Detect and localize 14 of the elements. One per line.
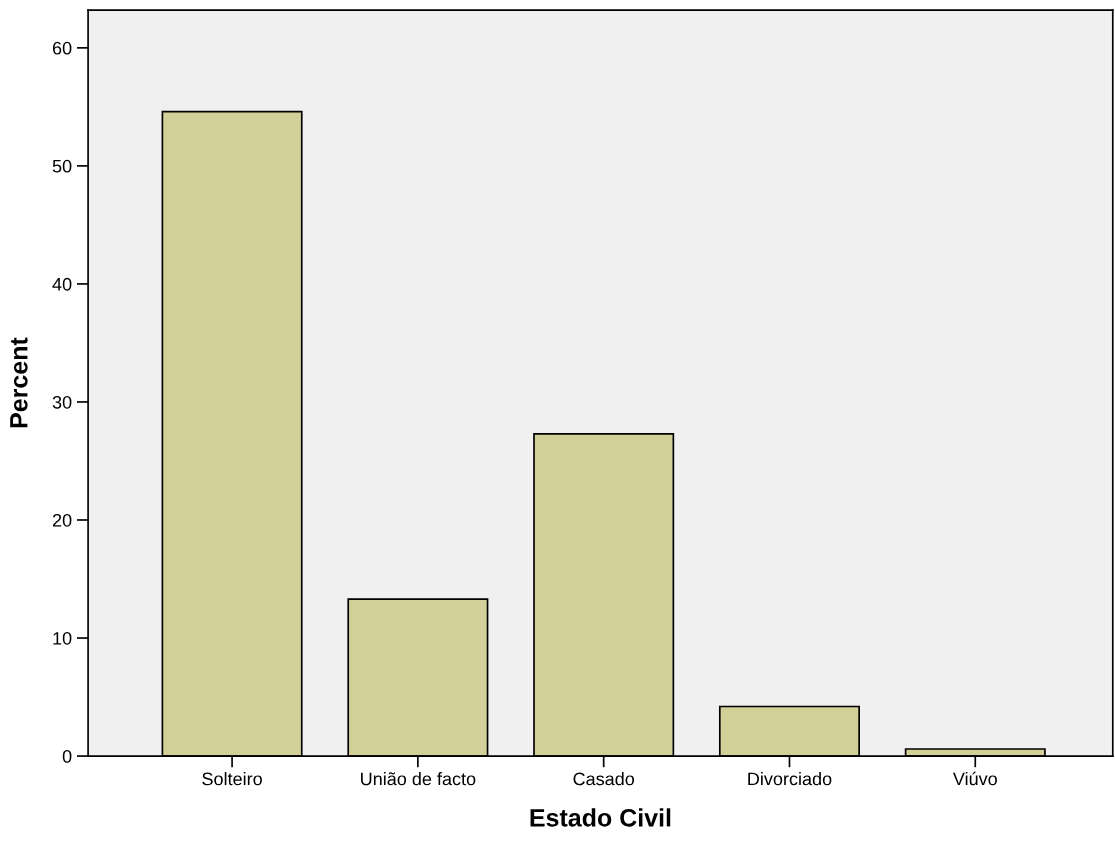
y-tick-label: 60 — [52, 41, 72, 55]
y-tick-label: 50 — [52, 159, 72, 173]
y-tick-label: 0 — [62, 749, 72, 763]
x-tick-label: Viúvo — [952, 771, 997, 786]
y-tick-label: 30 — [52, 395, 72, 409]
x-axis-title: Estado Civil — [530, 808, 671, 827]
x-tick-label: Divorciado — [748, 772, 832, 786]
x-tick-label: União de facto — [361, 772, 476, 786]
y-axis-title: Percent — [10, 337, 28, 428]
y-tick-label: 40 — [52, 277, 72, 291]
y-tick-label: 20 — [52, 513, 72, 527]
x-tick-label: Solteiro — [202, 772, 262, 786]
y-tick-label: 10 — [53, 631, 72, 645]
x-tick-label: Casado — [573, 772, 635, 786]
